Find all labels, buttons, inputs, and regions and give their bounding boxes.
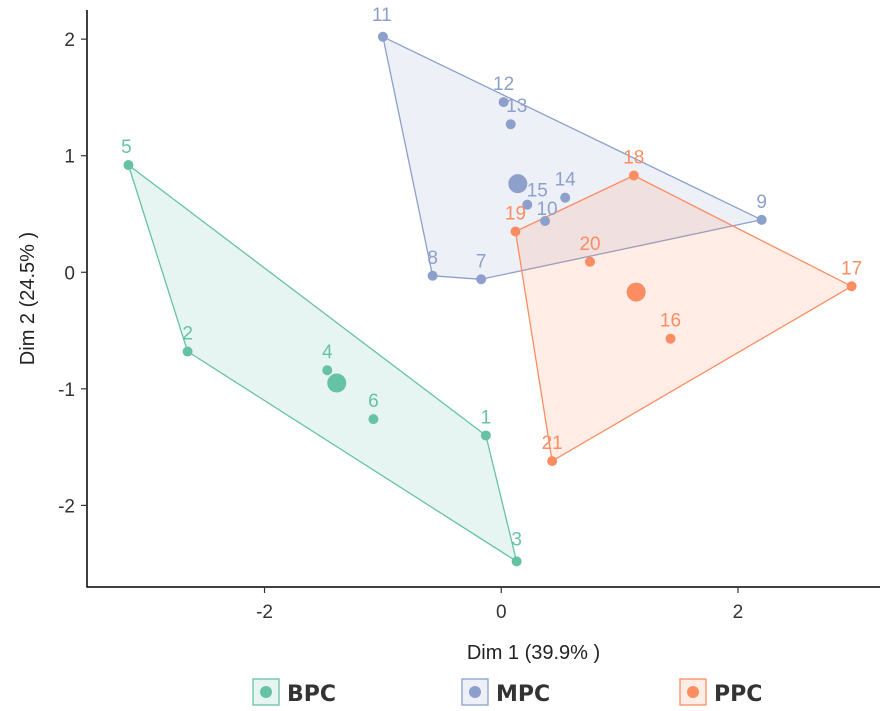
point-19 (510, 226, 521, 237)
centroid-ppc (626, 282, 646, 302)
point-label-7: 7 (476, 251, 487, 272)
y-axis-title: Dim 2 (24.5% ) (17, 232, 39, 365)
point-9 (756, 214, 767, 225)
point-label-16: 16 (660, 311, 681, 332)
point-label-18: 18 (623, 148, 644, 169)
point-3 (511, 556, 522, 567)
series-bpc: 1 2 3 4 5 6 (121, 137, 522, 567)
point-10 (540, 215, 551, 226)
point-2 (182, 346, 193, 357)
point-6 (368, 414, 379, 425)
y-tick-label: -1 (58, 380, 75, 401)
point-12 (498, 97, 509, 108)
point-20 (585, 256, 596, 267)
legend-item-mpc: MPC (461, 678, 550, 707)
point-16 (665, 333, 676, 344)
point-8 (427, 270, 438, 281)
legend-label-mpc: MPC (496, 682, 550, 707)
point-7 (476, 274, 487, 285)
point-label-10: 10 (536, 199, 557, 220)
series-ppc: 16 17 18 19 20 21 (505, 148, 862, 467)
point-14 (560, 192, 571, 203)
y-tick-label: 1 (64, 147, 75, 168)
legend-item-bpc: BPC (252, 678, 336, 707)
point-label-4: 4 (322, 342, 333, 363)
point-label-12: 12 (493, 74, 514, 95)
point-label-5: 5 (121, 137, 132, 158)
point-label-19: 19 (505, 203, 526, 224)
point-label-8: 8 (427, 248, 438, 269)
x-tick-label: 2 (733, 602, 744, 623)
point-label-20: 20 (579, 234, 600, 255)
point-label-1: 1 (481, 407, 492, 428)
point-label-9: 9 (756, 192, 767, 213)
point-label-11: 11 (372, 5, 392, 26)
y-tick-label: 2 (64, 30, 75, 51)
centroid-mpc (508, 174, 528, 194)
x-tick-label: -2 (256, 602, 273, 623)
point-15 (522, 199, 533, 210)
point-18 (628, 170, 639, 181)
legend-label-bpc: BPC (287, 682, 336, 707)
point-label-21: 21 (542, 433, 563, 454)
point-21 (547, 456, 558, 467)
x-tick-label: 0 (496, 602, 507, 623)
point-label-14: 14 (555, 170, 577, 191)
point-label-13: 13 (506, 96, 527, 117)
legend: BPC MPC PPC (252, 678, 762, 707)
point-17 (846, 281, 857, 292)
point-5 (123, 160, 134, 171)
y-tick-label: 0 (64, 263, 75, 284)
point-13 (505, 119, 516, 130)
point-1 (480, 430, 491, 441)
point-label-2: 2 (182, 324, 193, 345)
point-11 (377, 31, 388, 42)
x-axis-title: Dim 1 (39.9% ) (467, 642, 600, 664)
y-tick-label: -2 (58, 496, 75, 517)
legend-dot-bpc (260, 686, 272, 698)
point-4 (322, 365, 333, 376)
hull-layer (127, 36, 853, 563)
point-label-6: 6 (368, 391, 379, 412)
legend-label-ppc: PPC (714, 682, 762, 707)
point-label-3: 3 (511, 529, 522, 550)
legend-item-ppc: PPC (679, 678, 762, 707)
legend-dot-ppc (687, 686, 699, 698)
centroid-bpc (327, 373, 347, 393)
point-label-15: 15 (527, 181, 548, 202)
legend-dot-mpc (469, 686, 481, 698)
point-label-17: 17 (841, 258, 862, 279)
hull-ppc (514, 174, 853, 462)
